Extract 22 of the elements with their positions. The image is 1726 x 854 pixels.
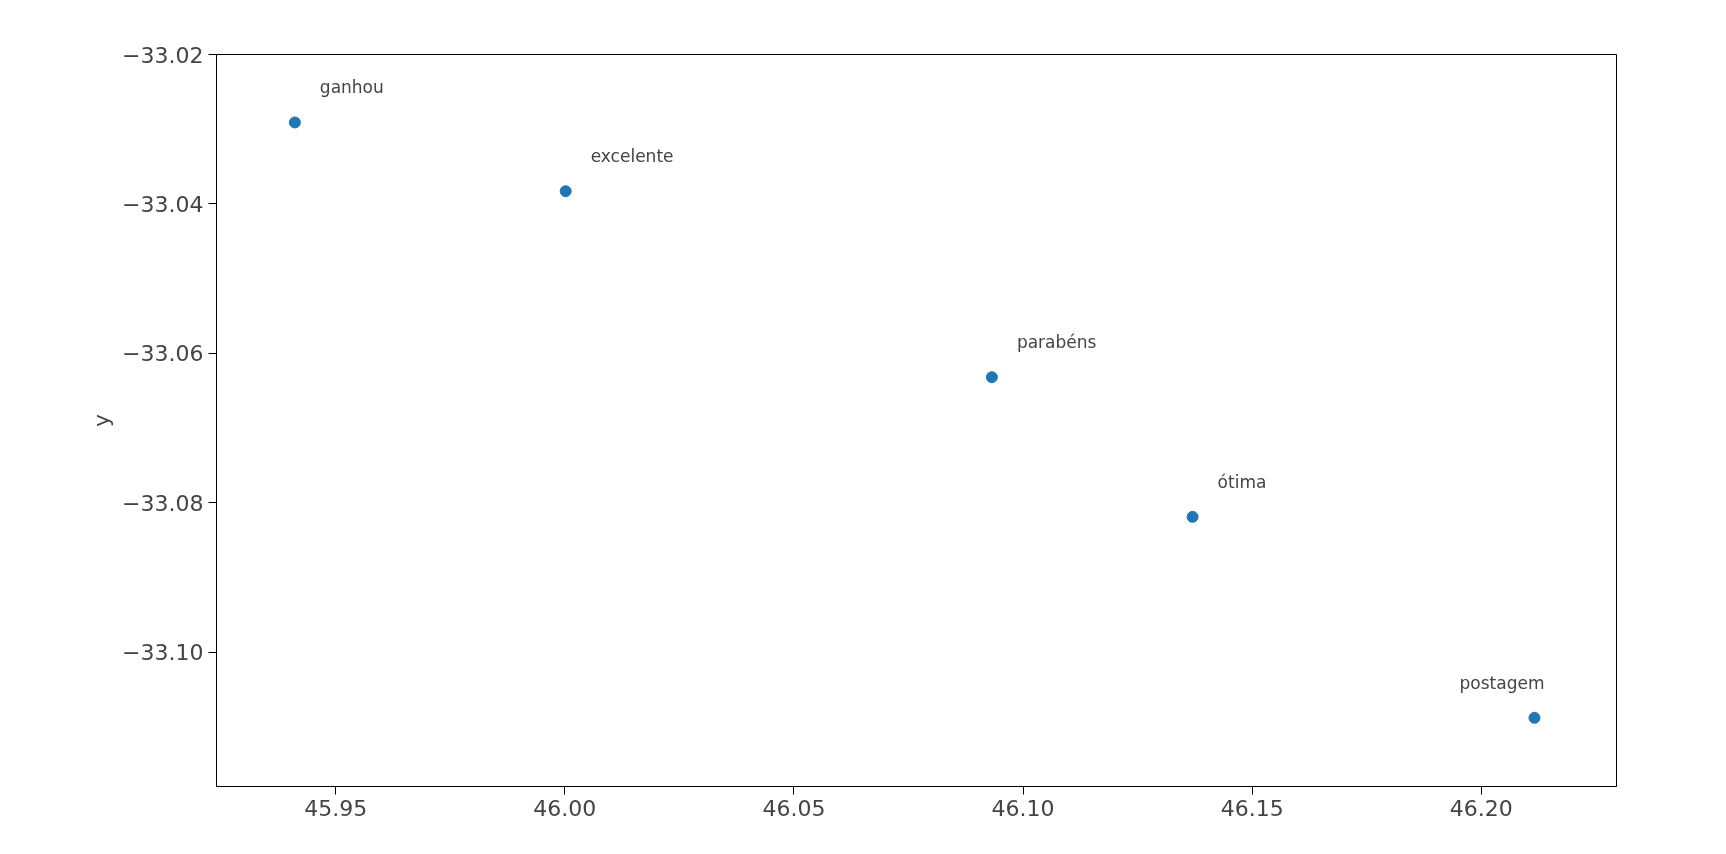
y-tick-label: −33.10 [122,640,204,666]
point [288,116,301,129]
y-tick-label: −33.08 [122,490,204,516]
x-tick-label: 46.15 [1220,795,1284,821]
y-tick-label: −33.04 [122,191,204,217]
x-tick-label: 45.95 [304,795,368,821]
x-tick-label: 46.05 [762,795,826,821]
annotation: ótima [1217,471,1267,492]
x-tick-label: 46.10 [991,795,1055,821]
annotation: postagem [1459,672,1545,693]
annotation: excelente [590,146,674,167]
y-tick-label: −33.06 [122,341,204,367]
point [559,185,572,198]
point [1186,510,1199,523]
y-tick-label: −33.02 [122,42,204,68]
y-axis-title: y [89,413,115,428]
annotation: ganhou [319,77,384,98]
point [1528,711,1541,724]
point [985,371,998,384]
annotation: parabéns [1016,332,1097,353]
x-tick-label: 46.20 [1449,795,1513,821]
x-tick-label: 46.00 [533,795,597,821]
